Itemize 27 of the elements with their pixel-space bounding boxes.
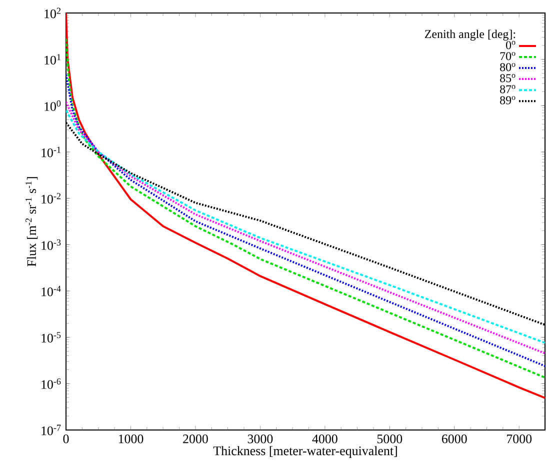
legend-label: 80$^{o}$ <box>500 62 516 72</box>
x-tick-label: 0 <box>63 434 69 444</box>
y-axis-title: Flux [m$^{-2}$ sr$^{-1}$ s$^{-1}$] <box>26 177 38 266</box>
x-tick-label: 7000 <box>507 434 532 444</box>
y-tick-label: 10$^{-3}$ <box>42 239 61 250</box>
x-tick-label: 1000 <box>118 434 144 444</box>
y-tick-label: 10$^{-2}$ <box>42 193 60 204</box>
y-tick-label: 10$^{2}$ <box>44 8 60 18</box>
y-tick-label: 10$^{0}$ <box>44 100 61 111</box>
legend-label: 0$^{o}$ <box>506 40 516 50</box>
y-tick-label: 10$^{-5}$ <box>42 332 61 342</box>
legend-label: 85$^{o}$ <box>500 74 516 82</box>
x-tick-label: 5000 <box>377 434 402 444</box>
y-tick-label: 10$^{-6}$ <box>42 378 61 389</box>
x-tick-label: 3000 <box>248 434 273 444</box>
y-tick-label: 10$^{-7}$ <box>42 424 61 436</box>
x-tick-label: 6000 <box>442 434 467 444</box>
legend-label: 89$^{o}$ <box>500 96 516 104</box>
legend-label: 87$^{o}$ <box>500 84 516 94</box>
y-tick-label: 10$^{1}$ <box>44 54 60 64</box>
legend-label: 70$^{o}$ <box>500 52 516 60</box>
x-tick-label: 4000 <box>312 434 338 444</box>
x-tick-label: 2000 <box>183 434 208 444</box>
x-axis-title: Thickness [meter-water-equivalent] <box>213 446 397 458</box>
y-tick-label: 10$^{-4}$ <box>42 286 61 296</box>
legend-title: Zenith angle [deg]: <box>424 30 516 40</box>
y-tick-label: 10$^{-1}$ <box>42 146 60 158</box>
